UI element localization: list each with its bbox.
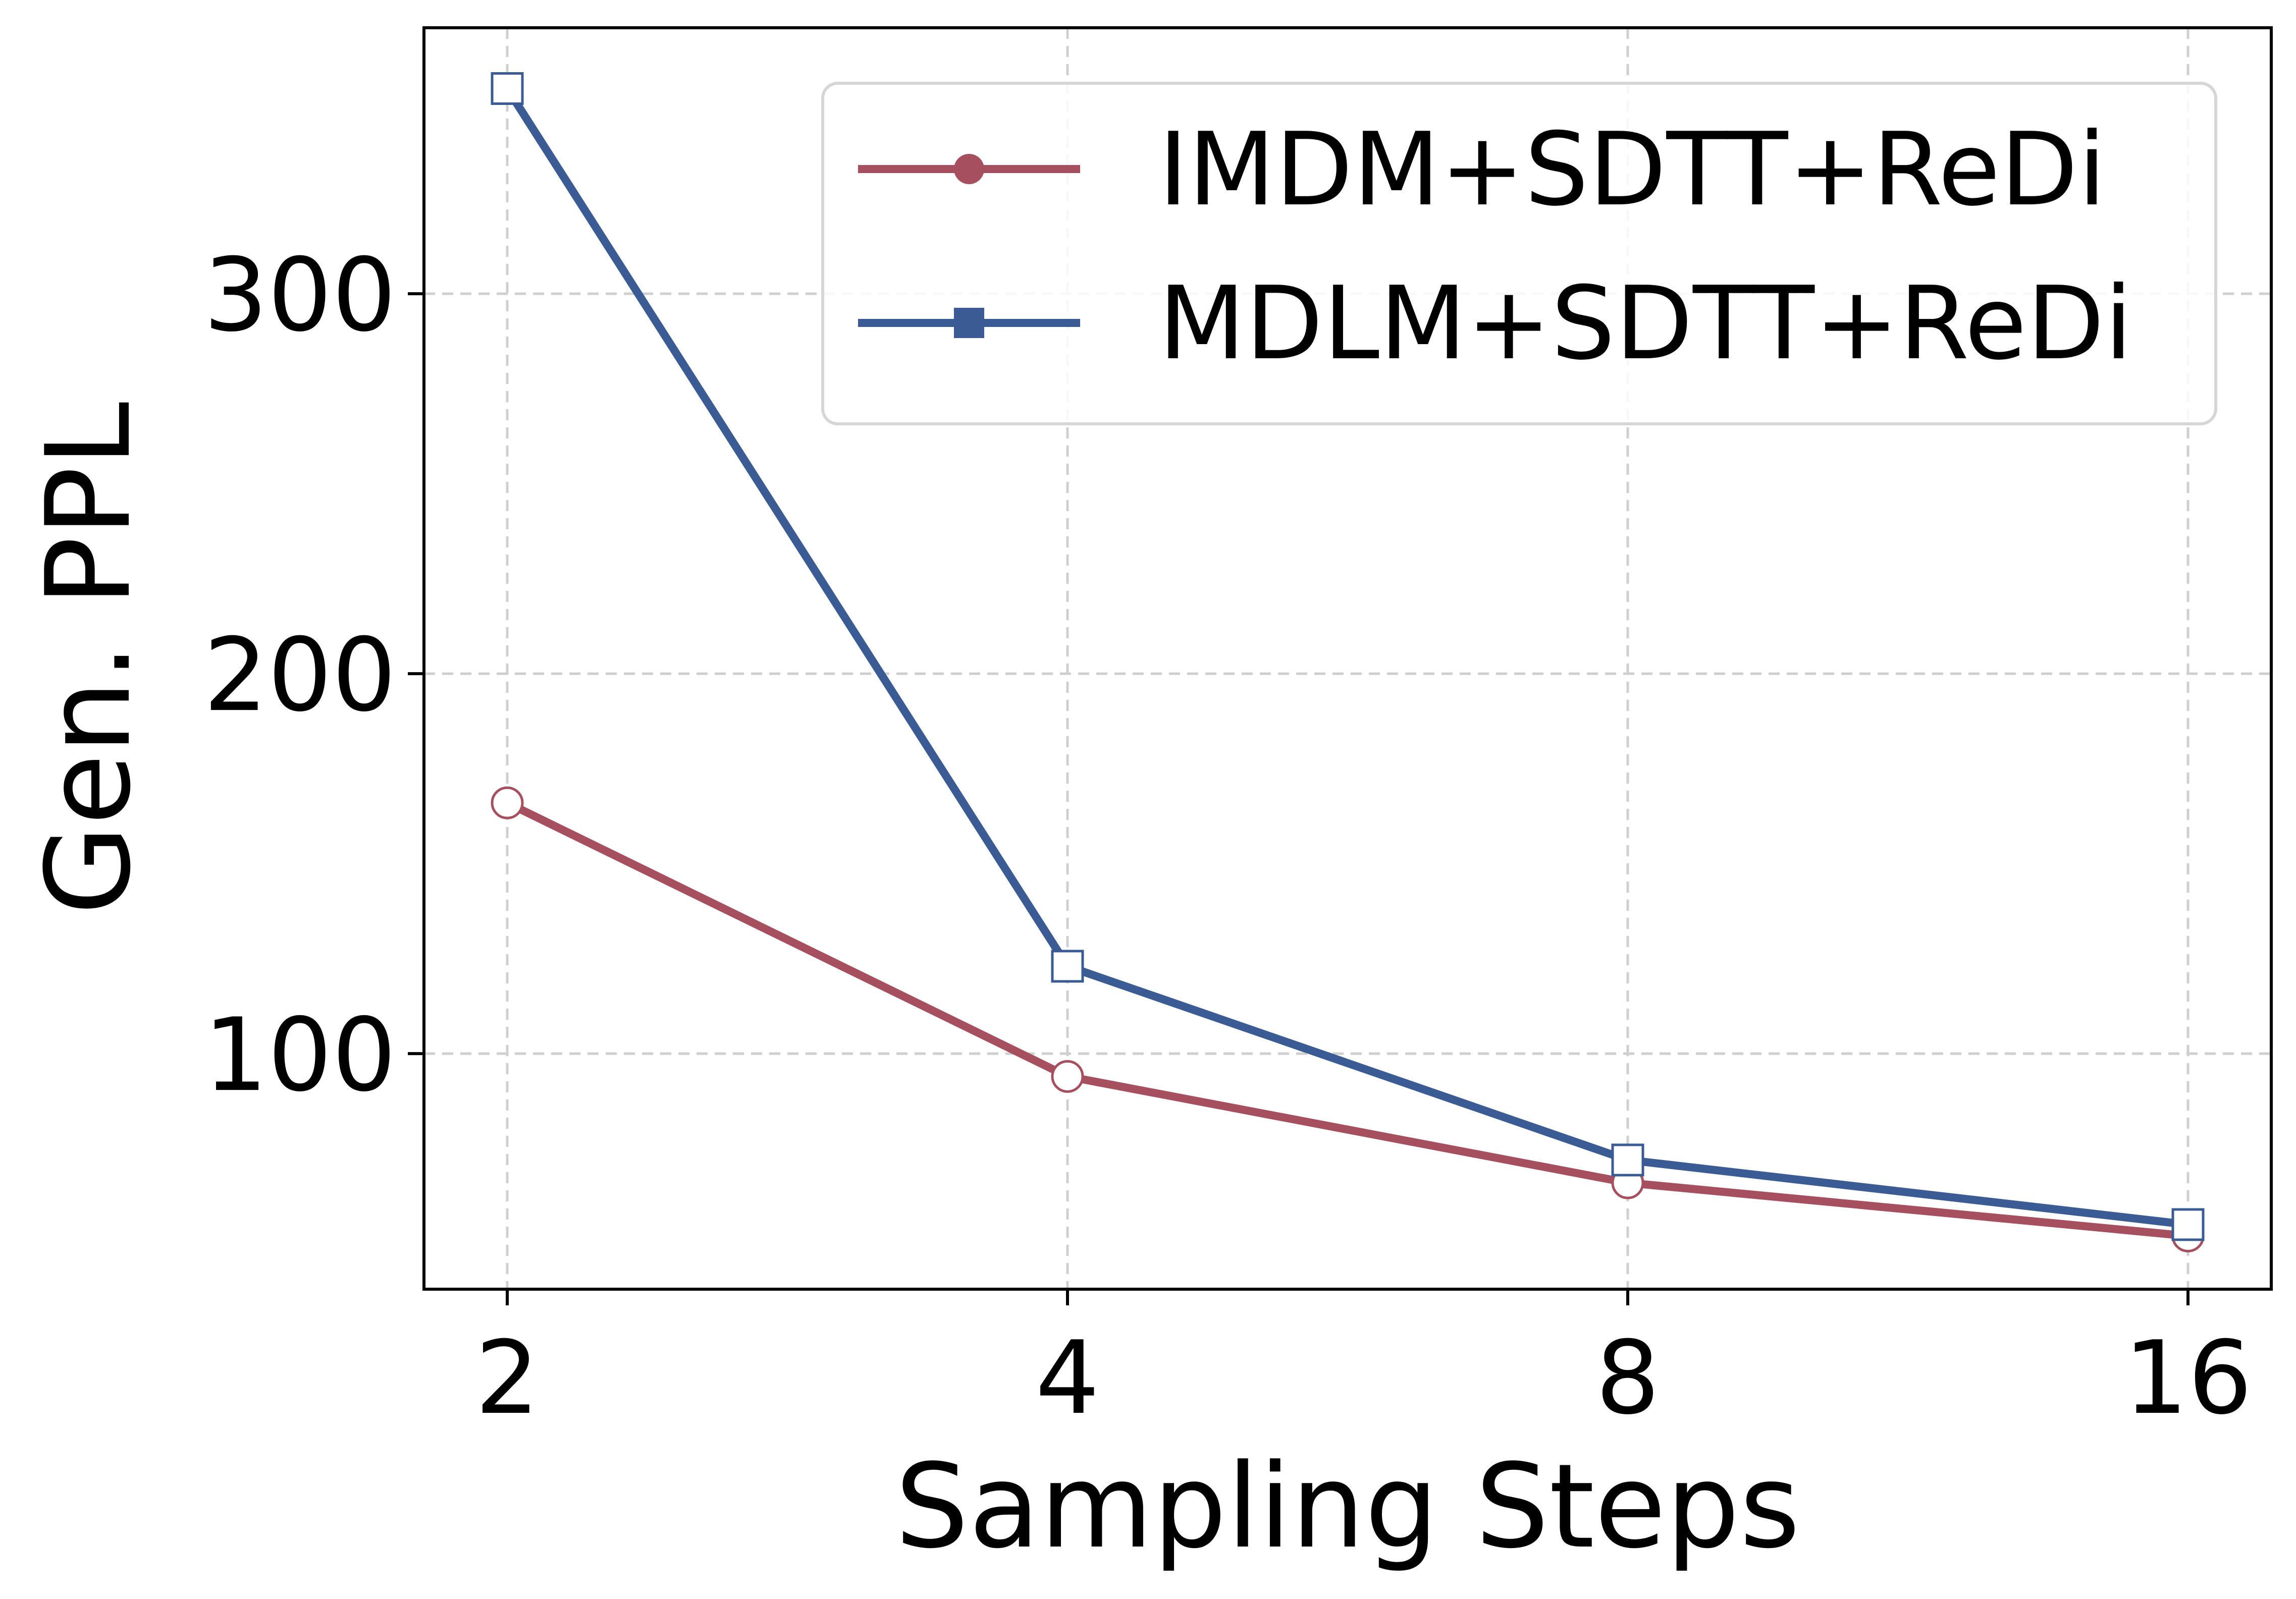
- x-tick-label: 4: [1035, 1319, 1099, 1437]
- x-tick-label: 8: [1595, 1319, 1660, 1437]
- x-axis-label: Sampling Steps: [895, 1440, 1800, 1574]
- data-point: [1051, 950, 1084, 983]
- y-tick-label: 100: [203, 997, 396, 1114]
- data-point: [2171, 1208, 2205, 1241]
- x-tick-label: 2: [475, 1319, 539, 1437]
- data-point: [491, 786, 524, 819]
- legend-marker: [954, 308, 984, 338]
- data-point: [1611, 1143, 1644, 1177]
- x-tick-label: 16: [2124, 1319, 2253, 1437]
- plot-frame: [422, 26, 2273, 1291]
- series-line-2: [503, 84, 2192, 1229]
- legend-label-2: MDLM+SDTT+ReDi: [1158, 265, 2132, 382]
- legend-label-1: IMDM+SDTT+ReDi: [1158, 111, 2106, 229]
- legend: IMDM+SDTT+ReDi MDLM+SDTT+ReDi: [821, 82, 2217, 425]
- y-tick-label: 200: [203, 617, 396, 734]
- series-layer: [491, 72, 2205, 1253]
- legend-marker: [954, 154, 984, 184]
- data-point: [491, 72, 524, 105]
- series-line-1: [503, 799, 2192, 1240]
- axis-ticks: 2 4 8 16 100 200 300: [203, 237, 2252, 1437]
- legend-box: [821, 82, 2217, 425]
- data-point: [1051, 1060, 1084, 1093]
- y-axis-label: Gen. PPL: [22, 402, 156, 915]
- y-tick-label: 300: [203, 237, 396, 354]
